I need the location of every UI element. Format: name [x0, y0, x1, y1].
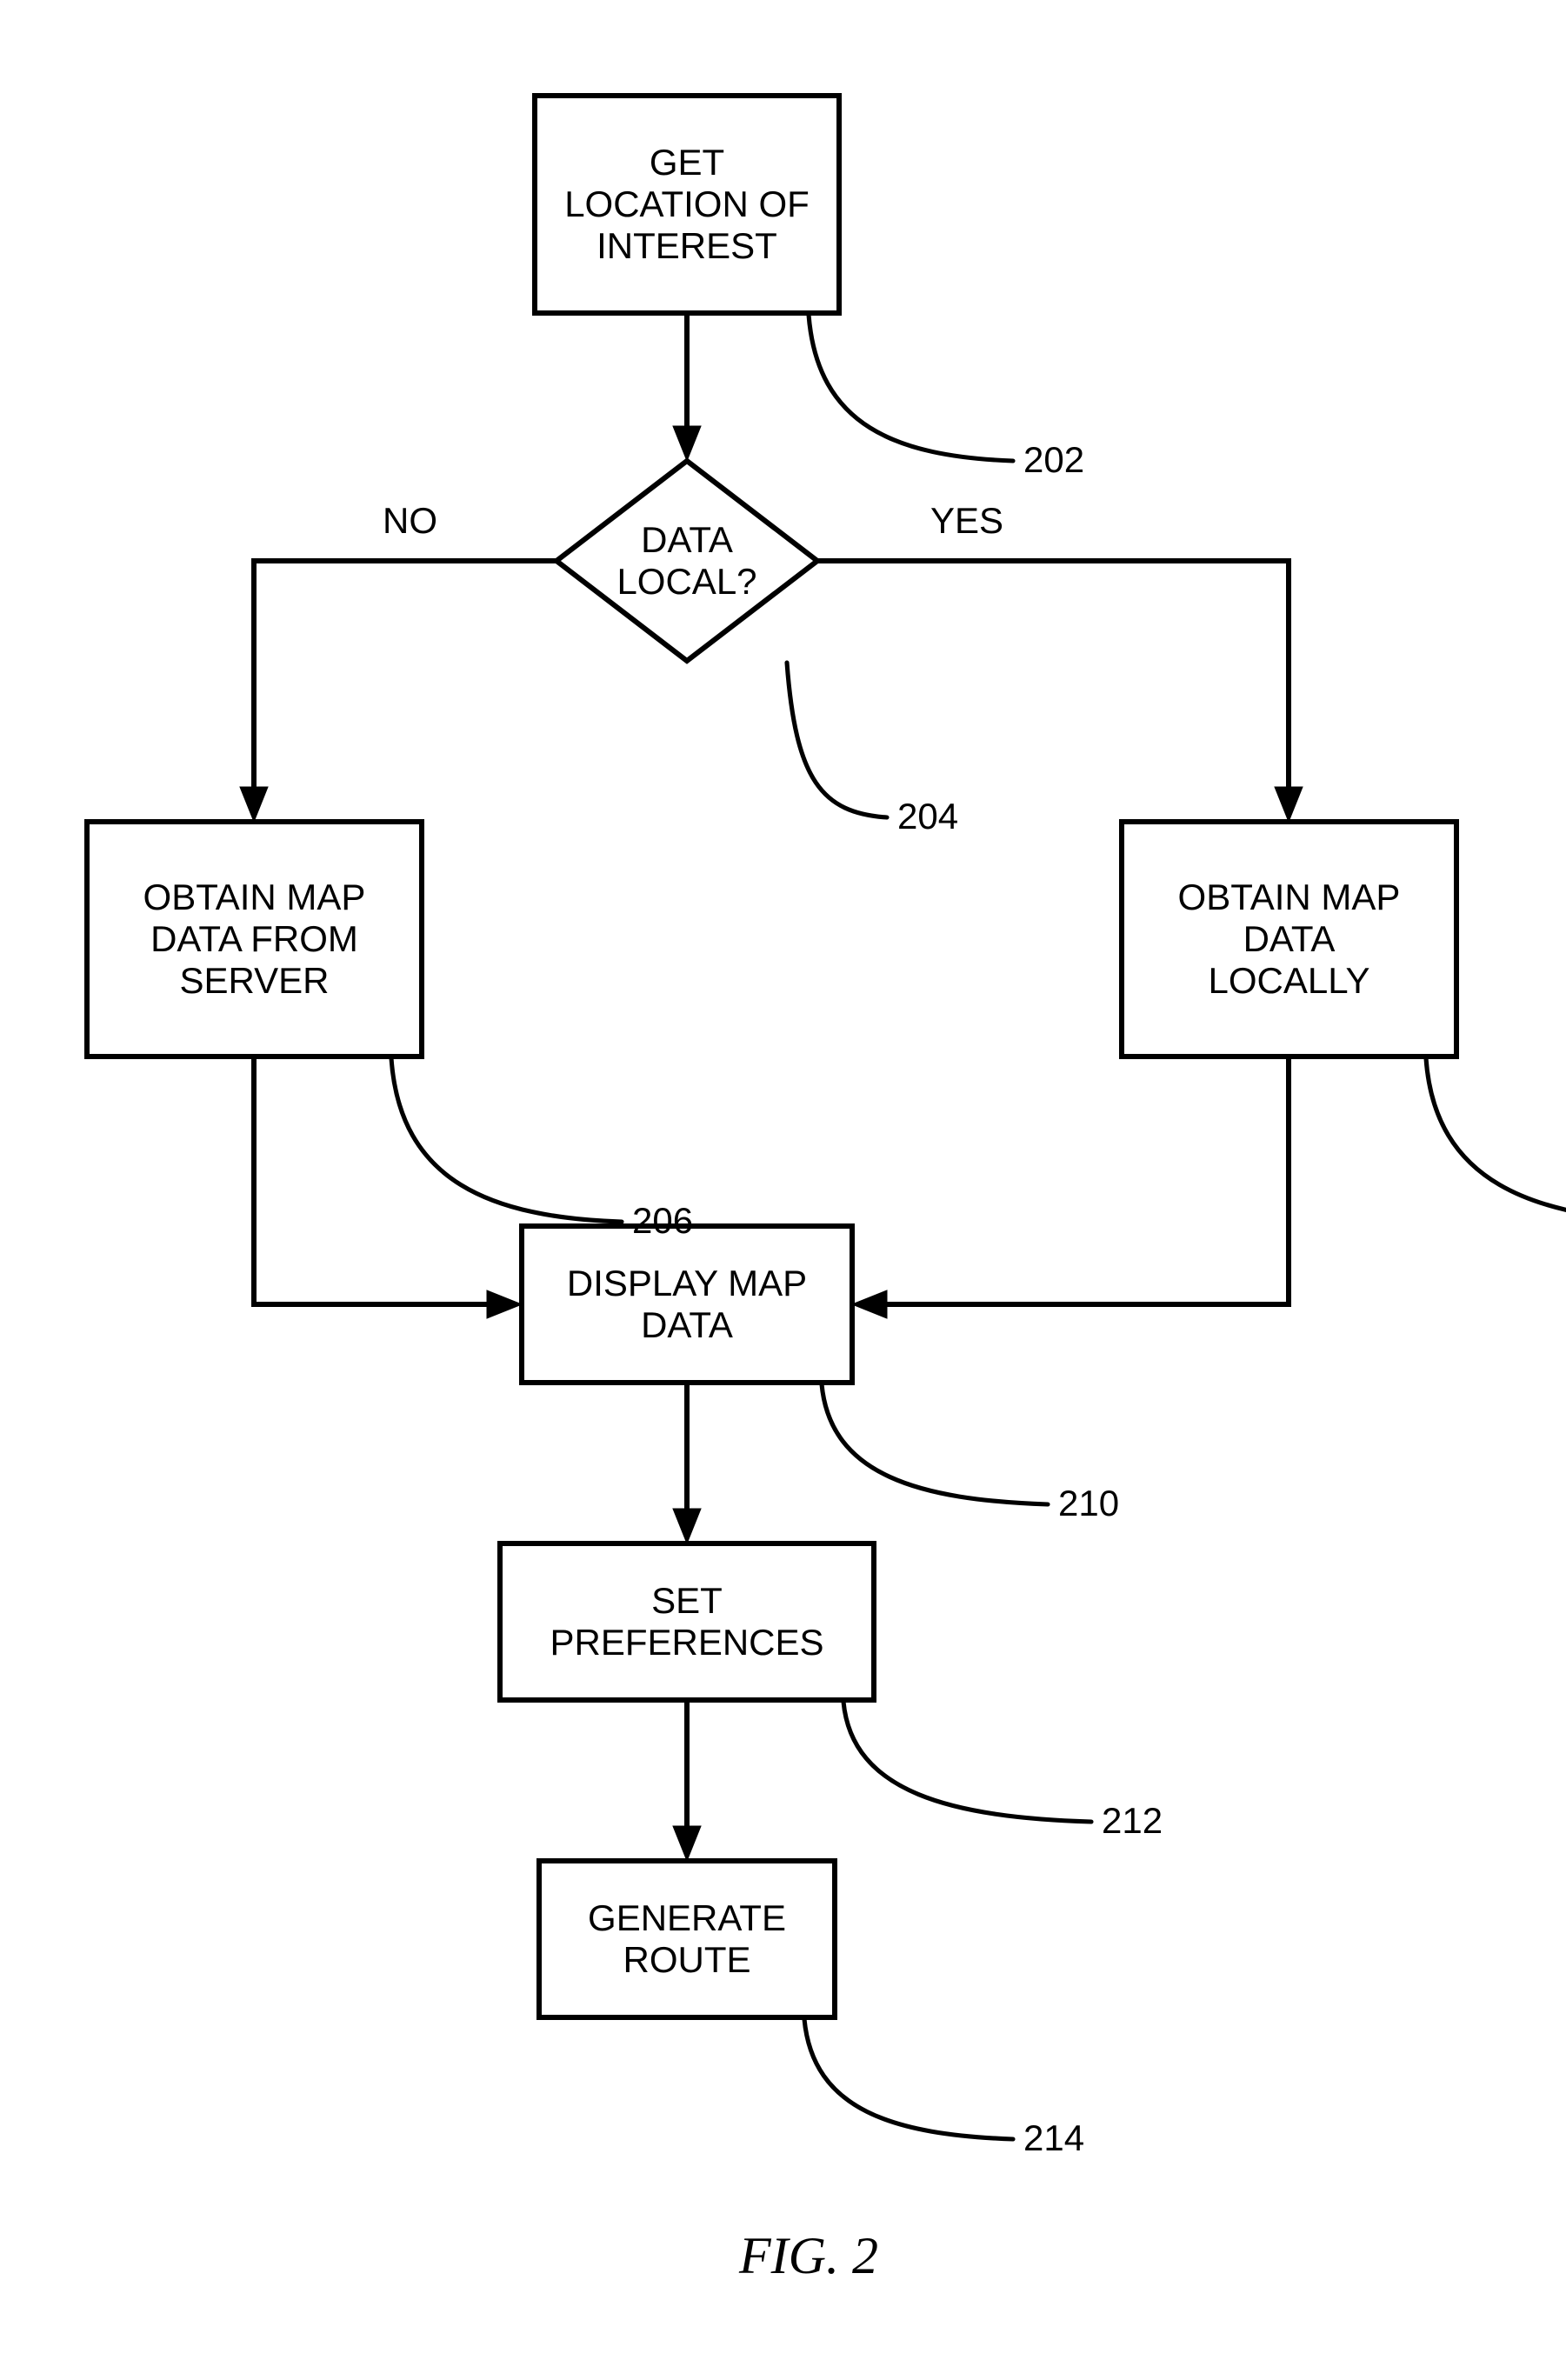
- ref-number: 210: [1058, 1483, 1119, 1524]
- ref-leader: [822, 1384, 1048, 1504]
- edge: [883, 1057, 1289, 1304]
- node-label: SET PREFERENCES: [500, 1543, 874, 1700]
- edge: [254, 561, 556, 790]
- edge-label: NO: [383, 500, 437, 542]
- ref-leader: [391, 1058, 622, 1222]
- node-label: OBTAIN MAP DATA LOCALLY: [1122, 822, 1456, 1057]
- arrowhead: [673, 1509, 701, 1543]
- ref-leader: [1426, 1058, 1566, 1222]
- ref-number: 202: [1023, 439, 1084, 481]
- flowchart-svg: [0, 0, 1566, 2380]
- node-label: DATA LOCAL?: [556, 461, 817, 661]
- edge-label: YES: [930, 500, 1003, 542]
- figure-caption: FIG. 2: [678, 2226, 939, 2286]
- node-label: GET LOCATION OF INTEREST: [535, 96, 839, 313]
- ref-number: 214: [1023, 2117, 1084, 2159]
- node-label: GENERATE ROUTE: [539, 1861, 835, 2017]
- ref-leader: [809, 315, 1013, 461]
- ref-leader: [787, 663, 887, 817]
- node-label: DISPLAY MAP DATA: [522, 1226, 852, 1383]
- ref-leader: [804, 2019, 1013, 2139]
- node-label: OBTAIN MAP DATA FROM SERVER: [87, 822, 422, 1057]
- ref-number: 212: [1102, 1800, 1163, 1842]
- arrowhead: [852, 1290, 887, 1318]
- arrowhead: [240, 787, 268, 822]
- edge: [817, 561, 1289, 790]
- arrowhead: [673, 1826, 701, 1861]
- arrowhead: [1275, 787, 1303, 822]
- ref-leader: [843, 1702, 1091, 1822]
- arrowhead: [673, 426, 701, 461]
- ref-number: 204: [897, 796, 958, 837]
- arrowhead: [487, 1290, 522, 1318]
